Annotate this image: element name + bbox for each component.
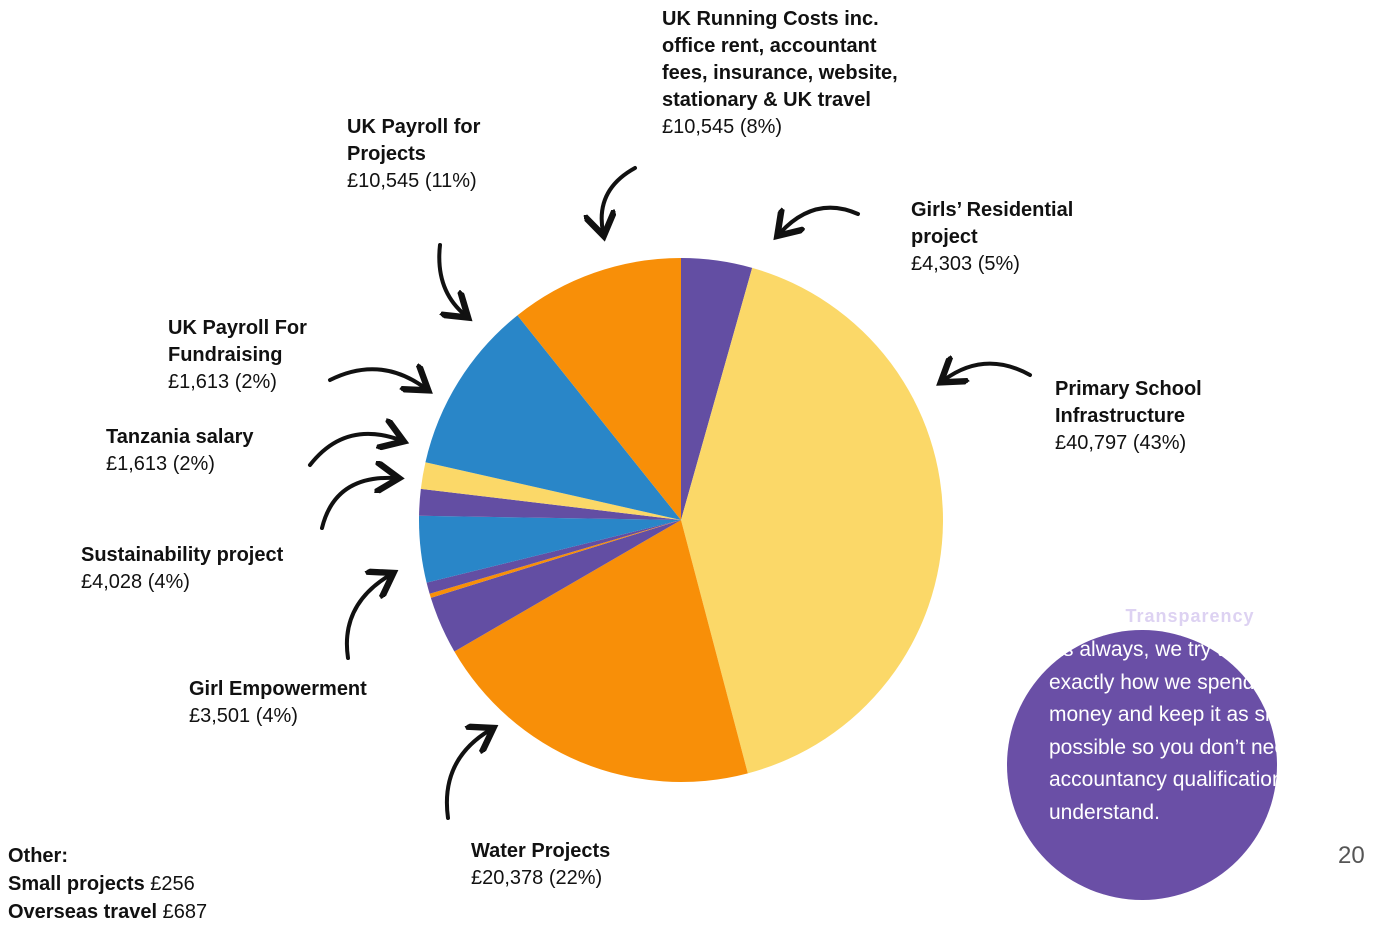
pie-slice xyxy=(430,520,681,652)
value-label: £10,545 (11%) xyxy=(347,170,477,192)
value-label: £4,028 (4%) xyxy=(81,571,190,593)
other-block: Other: Small projects £256 Overseas trav… xyxy=(8,842,207,926)
category: Overseas travel xyxy=(8,901,158,923)
slice-label: UK Payroll For Fundraising £1,613 (2%) xyxy=(168,315,338,396)
value-label: £687 xyxy=(162,901,208,923)
value-label: £40,797 (43%) xyxy=(1055,432,1187,454)
page-number: 20 xyxy=(1338,842,1365,869)
value-label: £3,501 (4%) xyxy=(189,705,298,727)
slice-label: Sustainability project £4,028 (4%) xyxy=(81,542,351,596)
pie-slice xyxy=(418,515,681,583)
value-label: £20,378 (22%) xyxy=(471,867,603,889)
arrows xyxy=(308,166,1032,820)
pie-slice xyxy=(517,258,681,520)
callout-title: Transparency xyxy=(1125,606,1255,626)
slice-label: Girls’ Residential project £4,303 (5%) xyxy=(911,197,1111,278)
category: UK Running Costs inc. office rent, accou… xyxy=(662,8,898,111)
pie-slice xyxy=(426,520,681,594)
pie-slice xyxy=(429,520,681,598)
category: Water Projects xyxy=(471,840,611,862)
category: Small projects xyxy=(8,873,145,895)
slice-label: Primary School Infrastructure £40,797 (43… xyxy=(1055,376,1235,457)
other-heading: Other: xyxy=(8,845,68,867)
value-label: £1,613 (2%) xyxy=(106,453,215,475)
pie-slice xyxy=(681,258,753,520)
category: UK Payroll For Fundraising xyxy=(168,317,307,366)
category: Girl Empowerment xyxy=(189,678,367,700)
category: UK Payroll for Projects xyxy=(347,116,481,165)
value-label: £10,545 (8%) xyxy=(662,116,783,138)
slice-label: Water Projects £20,378 (22%) xyxy=(471,838,671,892)
slice-label: Girl Empowerment £3,501 (4%) xyxy=(189,676,419,730)
pie-slice xyxy=(425,315,681,520)
callout-circle xyxy=(1007,630,1277,900)
value-label: £256 xyxy=(150,873,195,895)
slice-label: Tanzania salary £1,613 (2%) xyxy=(106,424,326,478)
value-label: £4,303 (5%) xyxy=(911,253,1020,275)
pie-slice xyxy=(419,488,681,520)
slice-label: UK Running Costs inc. office rent, accou… xyxy=(662,6,917,141)
category: Primary School Infrastructure xyxy=(1055,378,1202,427)
slice-label: UK Payroll for Projects £10,545 (11%) xyxy=(347,114,512,195)
category: Girls’ Residential project xyxy=(911,199,1074,248)
callout-text: As always, we try to show you exactly ho… xyxy=(1049,638,1344,824)
value-label: £1,613 (2%) xyxy=(168,371,277,393)
category: Tanzania salary xyxy=(106,426,254,448)
pie-slice xyxy=(681,267,943,774)
pie-slice xyxy=(420,462,681,520)
pie-slice xyxy=(454,520,748,782)
category: Sustainability project xyxy=(81,544,284,566)
